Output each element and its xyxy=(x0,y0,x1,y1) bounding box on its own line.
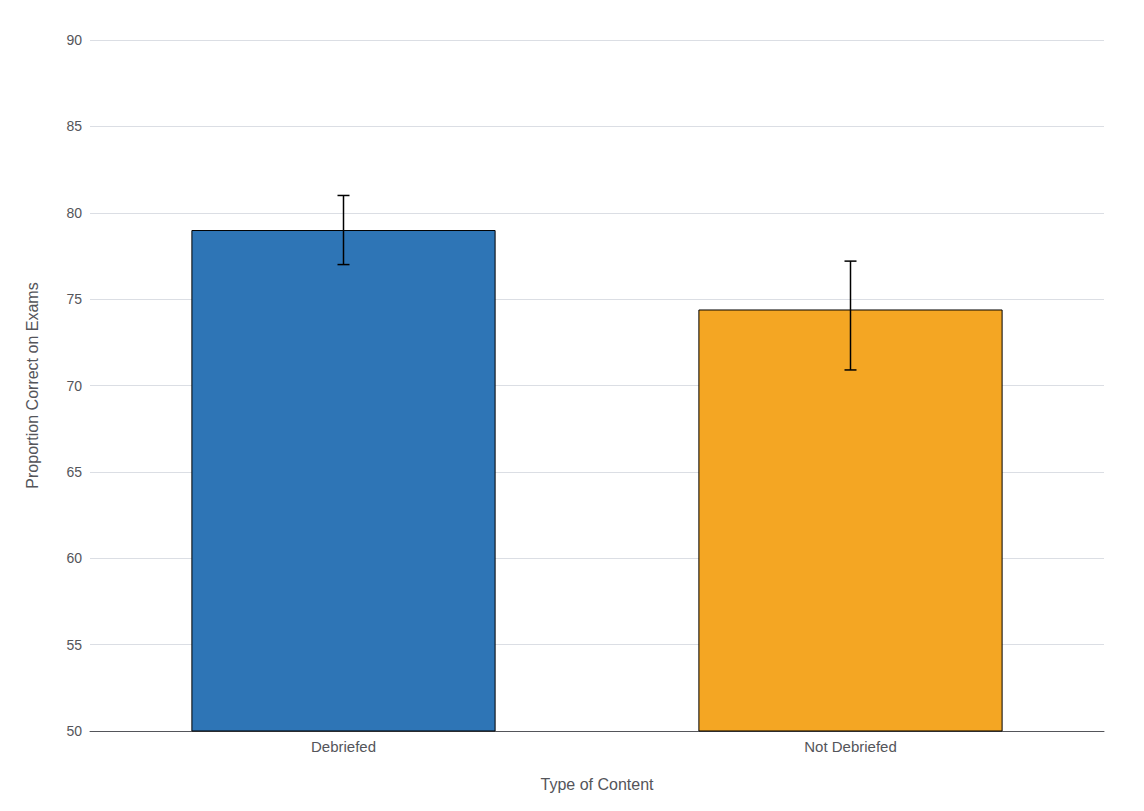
svg-text:60: 60 xyxy=(66,550,82,566)
svg-text:Type of Content: Type of Content xyxy=(541,776,655,793)
svg-text:75: 75 xyxy=(66,291,82,307)
svg-text:Debriefed: Debriefed xyxy=(311,738,376,755)
svg-text:85: 85 xyxy=(66,118,82,134)
svg-text:90: 90 xyxy=(66,32,82,48)
svg-text:70: 70 xyxy=(66,378,82,394)
svg-text:65: 65 xyxy=(66,464,82,480)
svg-text:50: 50 xyxy=(66,723,82,739)
svg-text:80: 80 xyxy=(66,205,82,221)
svg-text:Not Debriefed: Not Debriefed xyxy=(804,738,897,755)
svg-text:55: 55 xyxy=(66,637,82,653)
svg-text:Proportion Correct on Exams: Proportion Correct on Exams xyxy=(24,282,41,488)
